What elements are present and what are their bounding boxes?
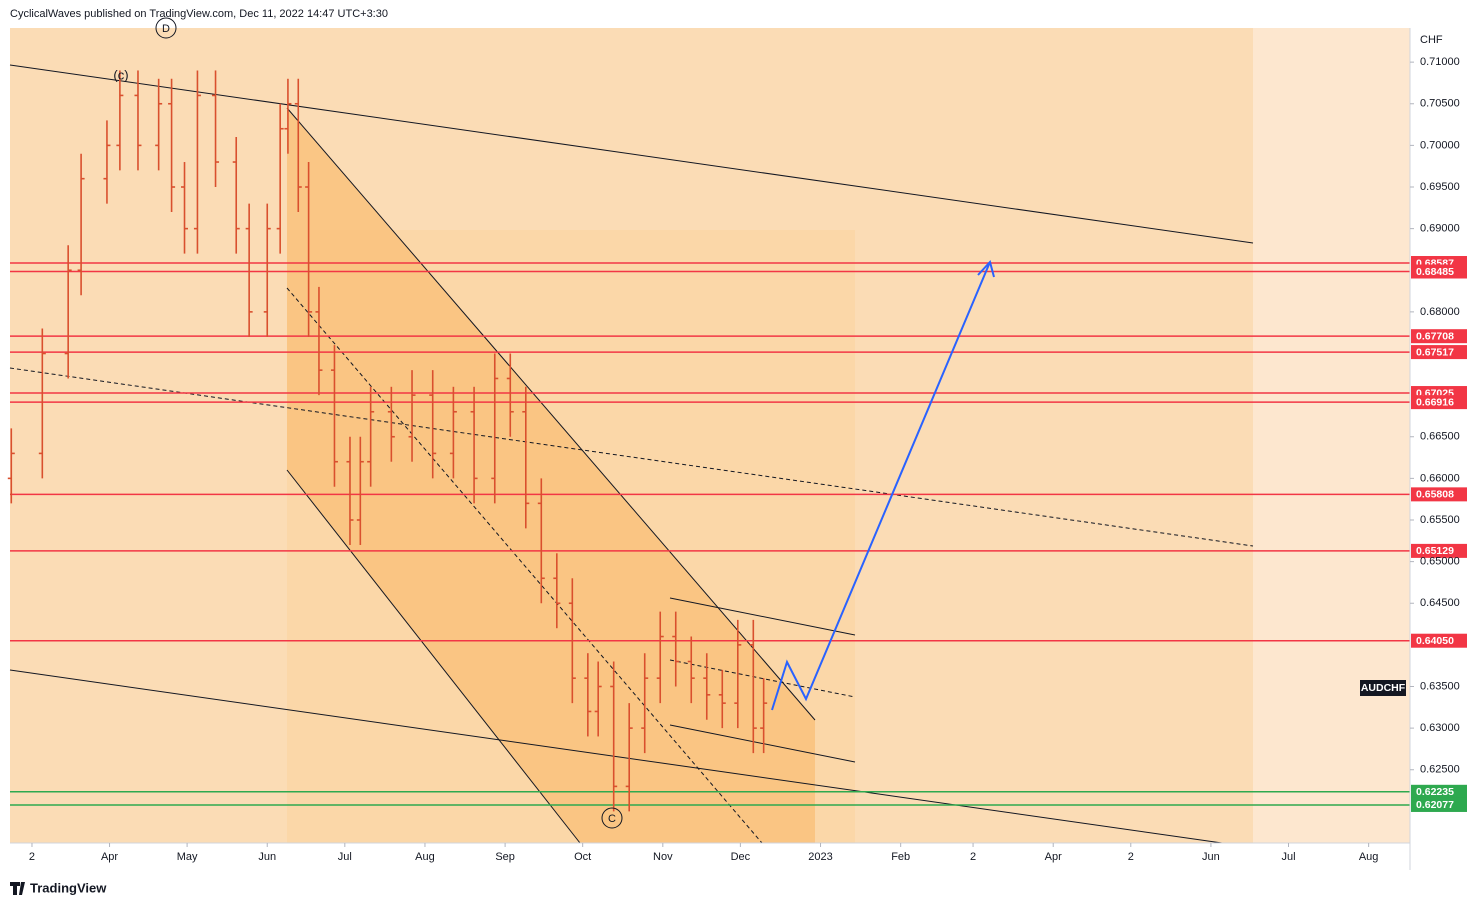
y-tick-label: 0.66000 bbox=[1420, 472, 1460, 484]
y-tick-label: 0.68000 bbox=[1420, 306, 1460, 318]
wave-circle bbox=[155, 17, 177, 39]
price-tag-label: 0.64050 bbox=[1416, 635, 1454, 647]
price-tag bbox=[1411, 543, 1467, 558]
trend-line bbox=[286, 107, 816, 721]
channel-fill bbox=[287, 108, 815, 843]
x-tick-label: Apr bbox=[101, 851, 118, 863]
x-tick-label: Jun bbox=[1202, 851, 1220, 863]
x-tick-label: 2 bbox=[970, 851, 976, 863]
x-tick-label: 2 bbox=[1128, 851, 1134, 863]
trend-line bbox=[286, 287, 763, 844]
wave-label: D bbox=[162, 23, 170, 35]
y-tick-label: 0.71000 bbox=[1420, 56, 1460, 68]
y-tick-label: 0.69000 bbox=[1420, 223, 1460, 235]
y-tick-label: 0.70000 bbox=[1420, 139, 1460, 151]
x-tick-label: Sep bbox=[495, 851, 515, 863]
trend-line bbox=[9, 367, 1254, 547]
price-tag-label: 0.66916 bbox=[1416, 396, 1454, 408]
brand: TradingView bbox=[30, 880, 107, 895]
price-tag bbox=[1411, 797, 1467, 812]
y-tick-label: 0.66500 bbox=[1420, 431, 1460, 443]
price-tag-label: 0.65129 bbox=[1416, 545, 1454, 557]
price-tag-label: 0.65808 bbox=[1416, 489, 1454, 501]
x-tick-label: Aug bbox=[1359, 851, 1379, 863]
price-tag bbox=[1411, 329, 1467, 344]
price-tag-label: 0.68485 bbox=[1416, 266, 1454, 278]
x-tick-label: Jul bbox=[1281, 851, 1295, 863]
price-tag-label: 0.67708 bbox=[1416, 330, 1454, 342]
levels: 0.685870.684850.677080.675170.670250.669… bbox=[10, 256, 1467, 812]
wave-label: (c) bbox=[113, 67, 128, 82]
price-tag bbox=[1411, 487, 1467, 502]
y-tick-label: 0.65000 bbox=[1420, 556, 1460, 568]
axes: 0.71000 0.70500 0.70000 0.69500 0.69000 0.680… bbox=[29, 56, 1460, 863]
trend-line bbox=[9, 669, 1223, 844]
y-unit: CHF bbox=[1420, 34, 1443, 46]
x-tick-label: 2 bbox=[29, 851, 35, 863]
x-tick-label: May bbox=[177, 851, 198, 863]
x-tick-label: Feb bbox=[891, 851, 910, 863]
wave-circle bbox=[601, 807, 623, 829]
price-tag bbox=[1411, 264, 1467, 279]
price-tag-label: 0.67517 bbox=[1416, 346, 1454, 358]
bars bbox=[7, 70, 768, 812]
y-tick-label: 0.70500 bbox=[1420, 98, 1460, 110]
x-tick-label: Oct bbox=[574, 851, 591, 863]
brand-logo bbox=[10, 882, 25, 895]
x-tick-label: Nov bbox=[653, 851, 673, 863]
price-tag bbox=[1411, 395, 1467, 410]
price-tag-label: 0.62235 bbox=[1416, 786, 1454, 798]
trend-line bbox=[286, 469, 581, 844]
projection-arrowhead bbox=[977, 259, 995, 278]
y-tick-label: 0.63000 bbox=[1420, 722, 1460, 734]
y-tick-label: 0.63500 bbox=[1420, 680, 1460, 692]
x-tick-label: Aug bbox=[415, 851, 435, 863]
x-tick-label: Jun bbox=[258, 851, 276, 863]
x-tick-label: 2023 bbox=[808, 851, 832, 863]
price-tag-label: 0.62077 bbox=[1416, 799, 1454, 811]
price-tag bbox=[1411, 784, 1467, 799]
symbol-label: AUDCHF bbox=[1361, 682, 1406, 694]
price-tag bbox=[1411, 633, 1467, 648]
x-tick-label: Jul bbox=[338, 851, 352, 863]
y-tick-label: 0.64500 bbox=[1420, 597, 1460, 609]
publish-info: CyclicalWaves published on TradingView.c… bbox=[10, 8, 388, 20]
wave-label: C bbox=[608, 813, 616, 825]
y-tick-label: 0.69500 bbox=[1420, 181, 1460, 193]
price-tag bbox=[1411, 345, 1467, 360]
x-tick-label: Apr bbox=[1045, 851, 1062, 863]
trend-lines bbox=[9, 64, 1254, 844]
y-tick-label: 0.62500 bbox=[1420, 764, 1460, 776]
trend-line bbox=[669, 659, 856, 698]
trend-line bbox=[669, 724, 856, 763]
y-tick-label: 0.65500 bbox=[1420, 514, 1460, 526]
trend-line bbox=[9, 64, 1254, 244]
trend-line bbox=[669, 597, 856, 636]
projection-path bbox=[771, 261, 991, 711]
symbol-tag bbox=[1360, 680, 1406, 696]
x-tick-label: Dec bbox=[731, 851, 751, 863]
